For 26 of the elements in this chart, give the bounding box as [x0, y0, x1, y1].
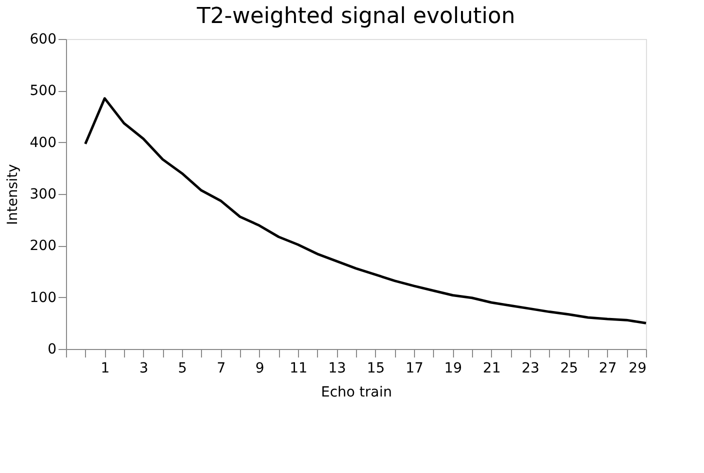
x-axis-title: Echo train: [320, 384, 392, 400]
x-tick-label: 21: [482, 360, 501, 376]
y-tick-label: 300: [30, 186, 56, 202]
x-tick-label: 1: [100, 360, 110, 376]
y-tick-label: 600: [30, 32, 56, 48]
x-tick-label: 5: [178, 360, 187, 376]
x-tick-label: 25: [560, 360, 578, 376]
x-tick-label: 13: [328, 360, 346, 376]
y-tick-label: 100: [30, 290, 56, 306]
x-tick-label: 27: [598, 360, 617, 376]
x-tick-label: 17: [406, 360, 424, 376]
x-tick-label: 7: [216, 360, 226, 376]
y-tick-label: 200: [30, 238, 56, 254]
y-tick-label: 0: [48, 342, 56, 358]
y-tick-label: 500: [30, 83, 56, 100]
x-tick-label: 11: [290, 360, 308, 376]
y-tick-label: 400: [30, 134, 56, 151]
chart-title: T2-weighted signal evolution: [196, 4, 516, 29]
x-tick-label: 15: [366, 360, 385, 376]
x-tick-label: 3: [139, 360, 148, 376]
x-tick-label: 9: [255, 360, 264, 376]
x-tick-label: 19: [444, 360, 462, 376]
x-tick-label: 23: [522, 360, 540, 376]
x-tick-label: 29: [628, 360, 646, 376]
line-series: [84, 97, 648, 324]
y-axis-title: Intensity: [4, 164, 21, 225]
